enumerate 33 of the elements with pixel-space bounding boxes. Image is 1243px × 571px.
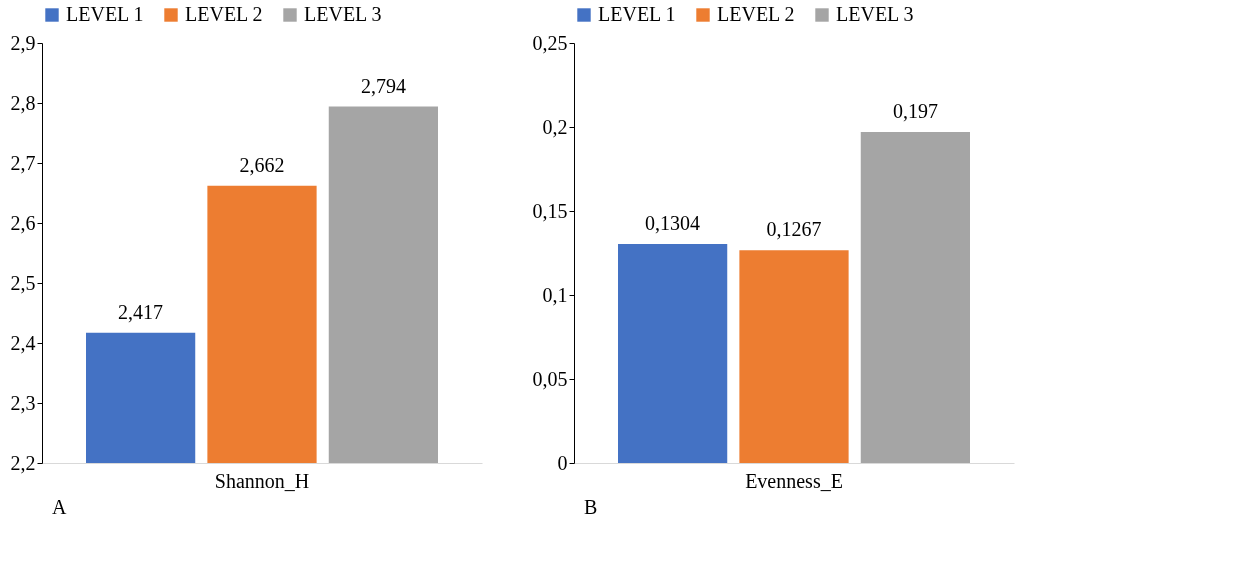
y-tick-label: 0,2 <box>542 115 568 138</box>
data-label: 0,197 <box>892 100 938 123</box>
y-tick-label: 0,25 <box>532 31 568 54</box>
y-tick-label: 2,3 <box>10 391 36 414</box>
y-tick-label: 2,5 <box>10 271 36 294</box>
text: B <box>584 496 598 518</box>
y-tick-label: 2,2 <box>10 451 36 474</box>
data-label: 0,1267 <box>766 218 822 241</box>
y-tick-label: 0,05 <box>532 367 568 390</box>
legend-label: LEVEL 3 <box>304 3 382 25</box>
data-label: 2,662 <box>239 153 285 176</box>
legend-label: LEVEL 2 <box>717 3 795 25</box>
y-tick-label: 0,15 <box>532 199 568 222</box>
y-tick-label: 2,8 <box>10 91 36 114</box>
x-tick-label: Shannon_H <box>214 469 310 492</box>
bar <box>739 250 849 463</box>
data-label: 0,1304 <box>645 211 701 234</box>
y-tick-label: 2,6 <box>10 211 36 234</box>
text: A <box>52 496 67 518</box>
bar <box>618 243 728 463</box>
y-tick-label: 0 <box>557 451 568 474</box>
y-tick-label: 2,9 <box>10 31 36 54</box>
legend-label: LEVEL 3 <box>836 3 914 25</box>
y-tick-label: 2,4 <box>10 331 36 354</box>
data-label: 2,417 <box>118 300 164 323</box>
legend-label: LEVEL 2 <box>185 3 263 25</box>
x-tick-label: Evenness_E <box>745 469 843 492</box>
legend-label: LEVEL 1 <box>598 3 676 25</box>
y-tick-label: 0,1 <box>542 283 568 306</box>
bar <box>860 132 970 463</box>
data-label: 2,794 <box>360 74 406 97</box>
legend-label: LEVEL 1 <box>66 3 144 25</box>
y-tick-label: 2,7 <box>10 151 36 174</box>
